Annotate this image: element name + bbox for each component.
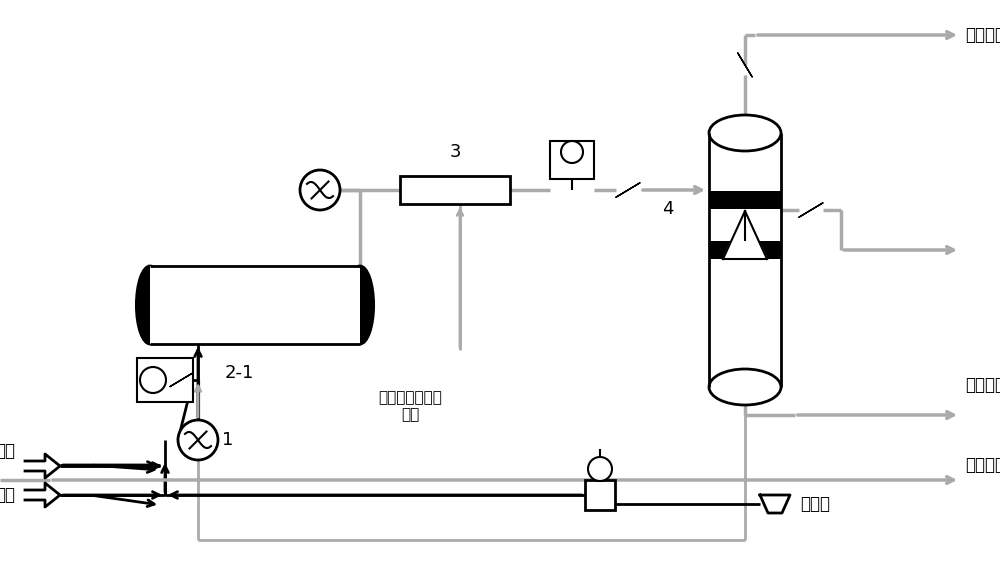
Text: 破乳剂: 破乳剂: [800, 495, 830, 513]
Polygon shape: [738, 53, 752, 77]
Text: 脱后原油: 脱后原油: [965, 26, 1000, 44]
Ellipse shape: [136, 266, 164, 344]
Circle shape: [300, 170, 340, 210]
Bar: [709, 241, 781, 259]
Text: 二级电脱盐切水
注水: 二级电脱盐切水 注水: [378, 390, 442, 422]
Polygon shape: [170, 374, 192, 387]
Text: 1: 1: [222, 431, 233, 449]
Bar: [585, 480, 615, 510]
Ellipse shape: [709, 115, 781, 151]
Text: 旋流含盐污水: 旋流含盐污水: [965, 376, 1000, 394]
Bar: [709, 133, 781, 387]
Polygon shape: [760, 495, 790, 513]
Circle shape: [588, 457, 612, 481]
Text: 4: 4: [662, 200, 674, 218]
Polygon shape: [723, 211, 767, 259]
Circle shape: [140, 367, 166, 393]
Text: 3: 3: [449, 143, 461, 161]
Ellipse shape: [346, 266, 374, 344]
Polygon shape: [616, 183, 640, 197]
Bar: [150, 266, 360, 344]
Circle shape: [561, 141, 583, 163]
Polygon shape: [25, 454, 60, 478]
Text: 注水: 注水: [0, 442, 15, 460]
Text: 2-1: 2-1: [225, 364, 254, 382]
Text: 一级电脱盐切水: 一级电脱盐切水: [965, 456, 1000, 474]
Ellipse shape: [709, 369, 781, 405]
Bar: [550, 141, 594, 179]
Polygon shape: [25, 483, 60, 507]
Bar: [400, 176, 510, 204]
Circle shape: [178, 420, 218, 460]
Text: 原油: 原油: [0, 486, 15, 504]
Polygon shape: [799, 203, 823, 217]
Bar: [137, 358, 193, 402]
Bar: [709, 191, 781, 209]
